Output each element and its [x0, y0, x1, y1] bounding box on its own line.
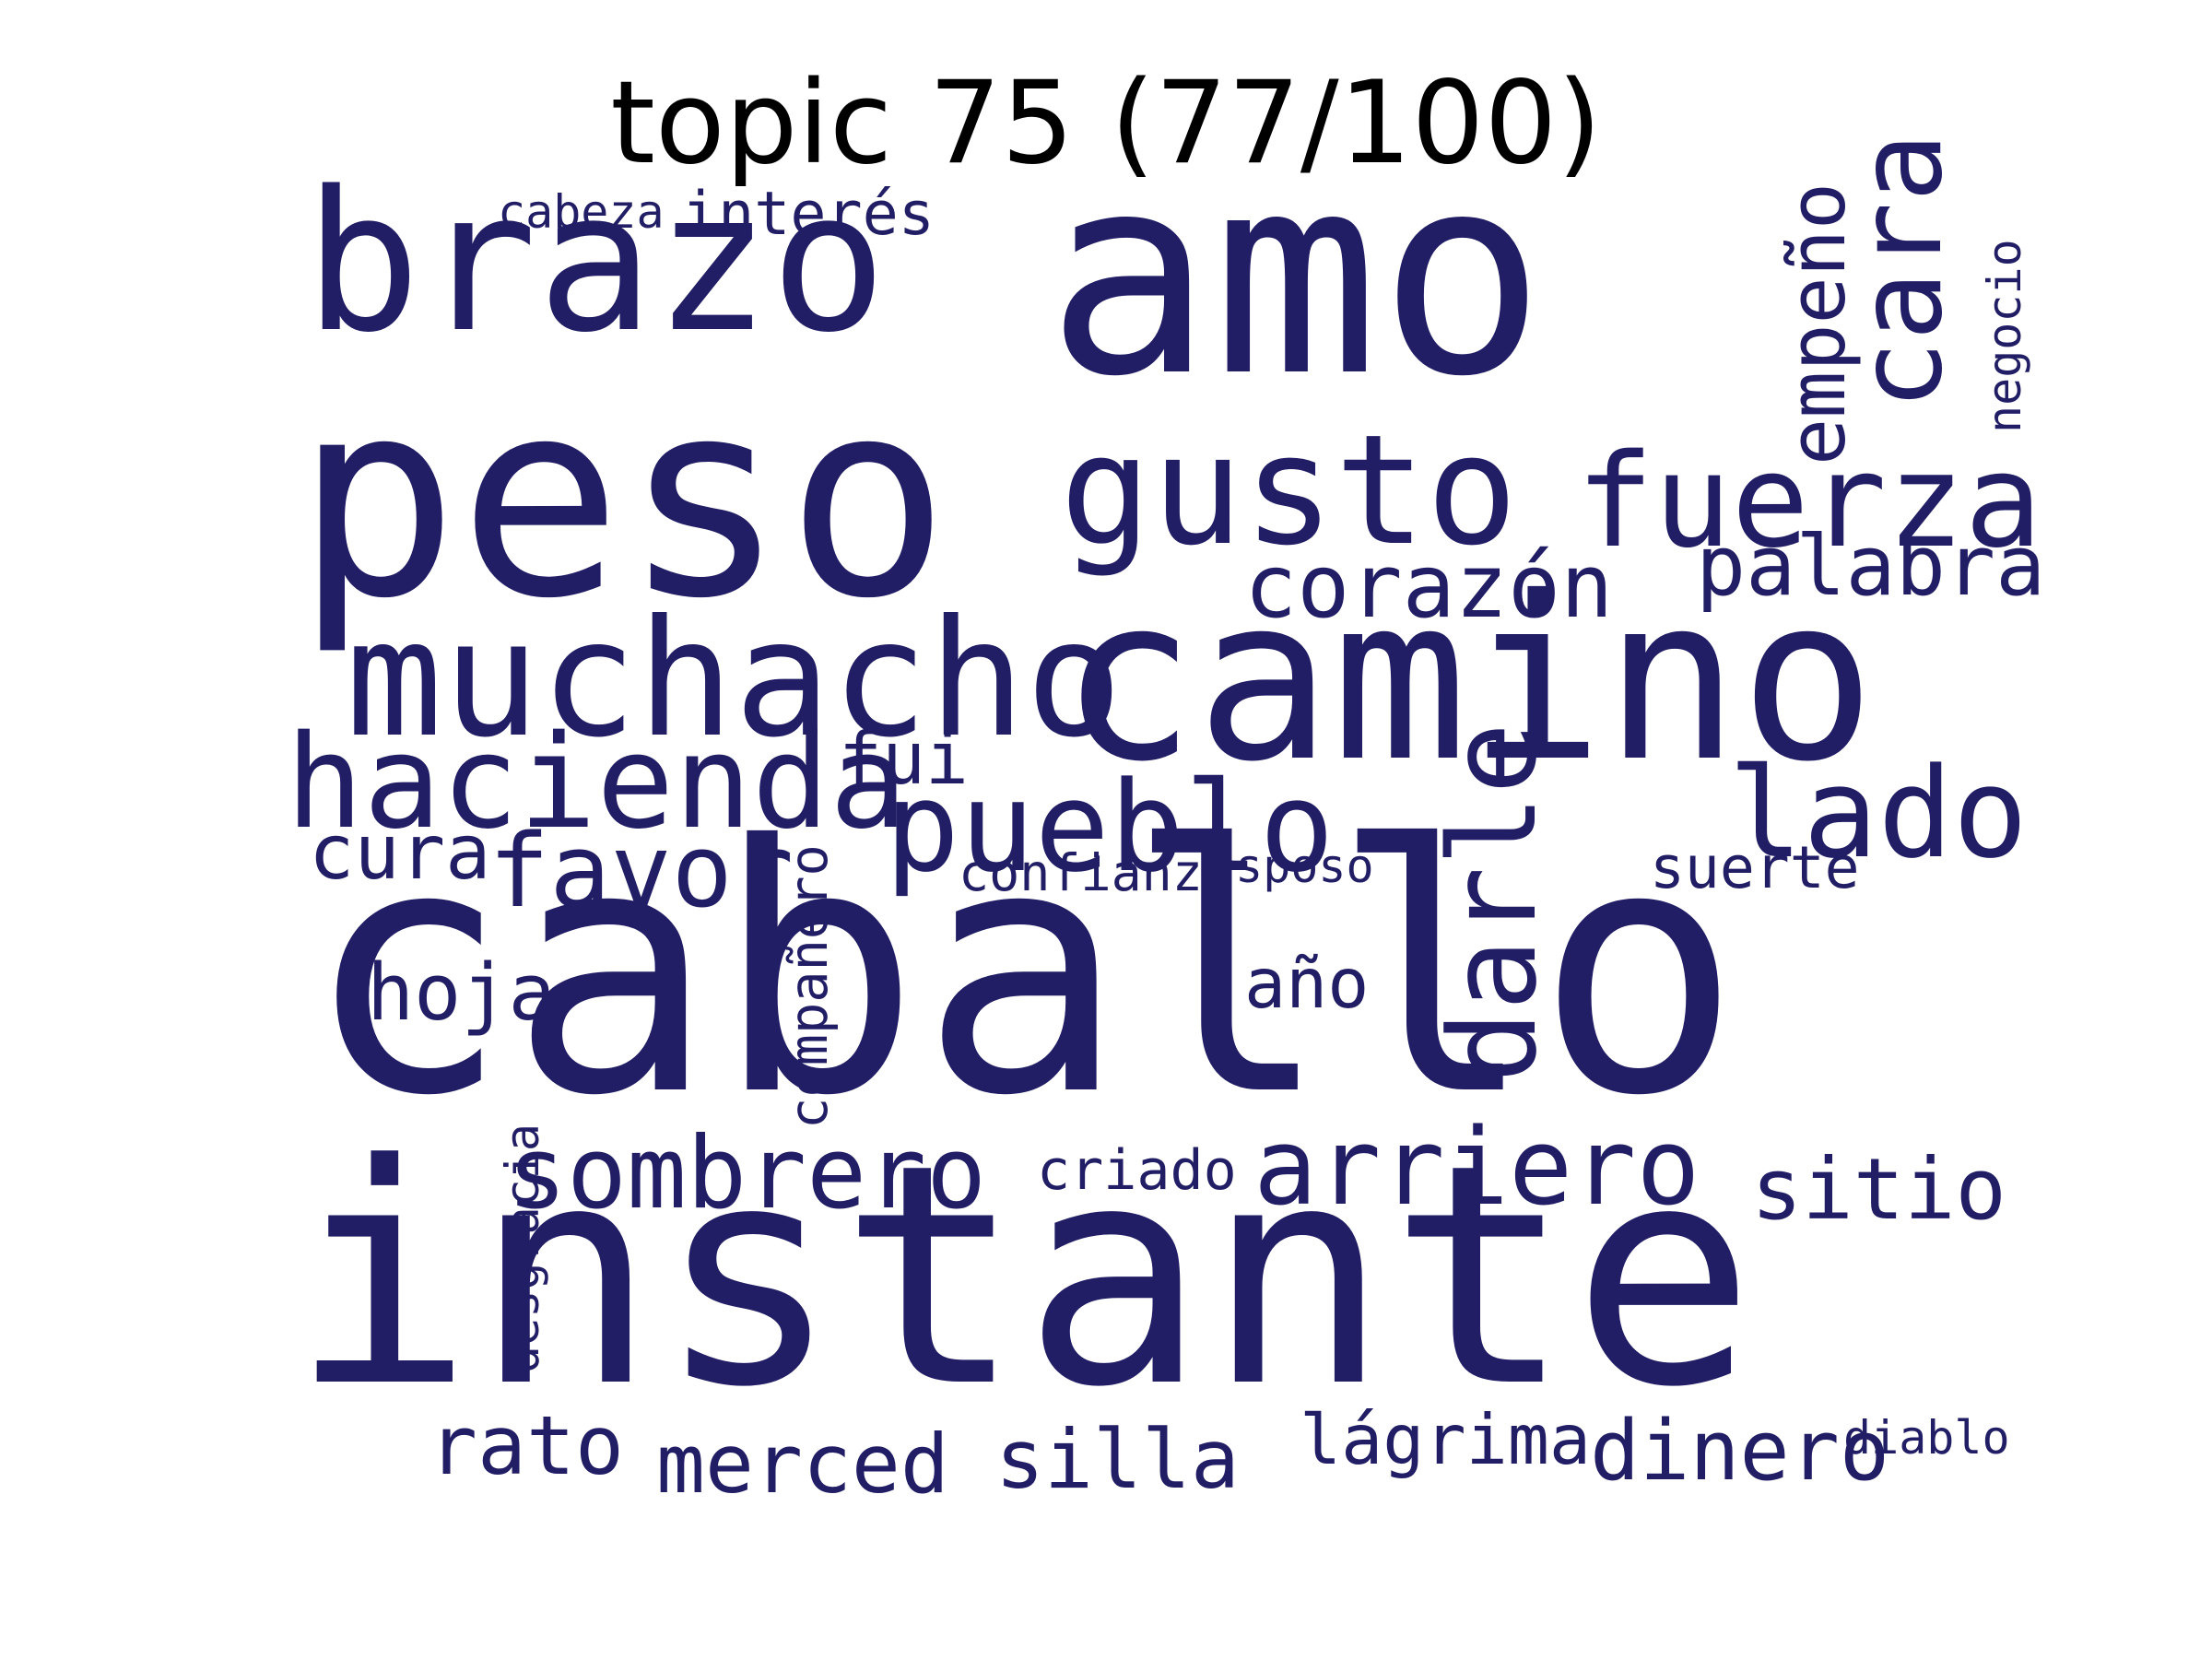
cloud-word: cura [309, 809, 491, 897]
cloud-word: lágrima [1300, 1399, 1592, 1480]
cloud-word: fuerza [1576, 427, 2042, 577]
cloud-word: hoja [367, 947, 556, 1039]
cloud-word: sitio [1751, 1140, 2006, 1239]
cloud-word: criado [1037, 1138, 1237, 1203]
cloud-word: silla [995, 1412, 1240, 1507]
cloud-word: confianza [959, 843, 1234, 902]
cloud-word: empeño [1772, 182, 1864, 465]
cloud-word: interés [682, 180, 935, 249]
cloud-word: muchacho [346, 586, 1123, 773]
cloud-word: favor [488, 812, 794, 930]
cloud-word: corazón [1244, 536, 1614, 638]
figure-title: topic 75 (77/100) [610, 57, 1602, 190]
cloud-word: cabeza [498, 185, 665, 239]
cloud-word: arriero [1253, 1106, 1700, 1230]
cloud-word: lado [1728, 741, 2029, 886]
cloud-word: camino [1060, 548, 1877, 811]
cloud-word: gusto [1060, 402, 1518, 579]
cloud-word: palabra [1696, 518, 2046, 615]
cloud-word: amo [1046, 115, 1546, 437]
cloud-word: merced [656, 1417, 949, 1512]
cloud-word: diablo [1843, 1411, 2010, 1465]
cloud-word: darle [1423, 722, 1563, 1083]
cloud-word: pueblo [885, 755, 1335, 900]
cloud-word: caballo [304, 774, 1742, 1171]
cloud-word: dinero [1590, 1403, 1890, 1500]
cloud-word: hacienda [286, 708, 908, 858]
cloud-word: rato [429, 1398, 624, 1493]
cloud-word: desgracia [496, 1124, 549, 1373]
cloud-word: esposo [1207, 840, 1374, 893]
cloud-word: negocio [1978, 239, 2031, 433]
cloud-word: brazo [304, 149, 888, 375]
cloud-word: suerte [1650, 834, 1860, 901]
cloud-word: sombrero [507, 1116, 987, 1231]
cloud-word: año [1244, 943, 1370, 1024]
cloud-word: peso [295, 341, 950, 658]
cloud-word: compañero [779, 844, 840, 1129]
cloud-word: instante [290, 1100, 1756, 1453]
cloud-word: fui [839, 718, 969, 801]
